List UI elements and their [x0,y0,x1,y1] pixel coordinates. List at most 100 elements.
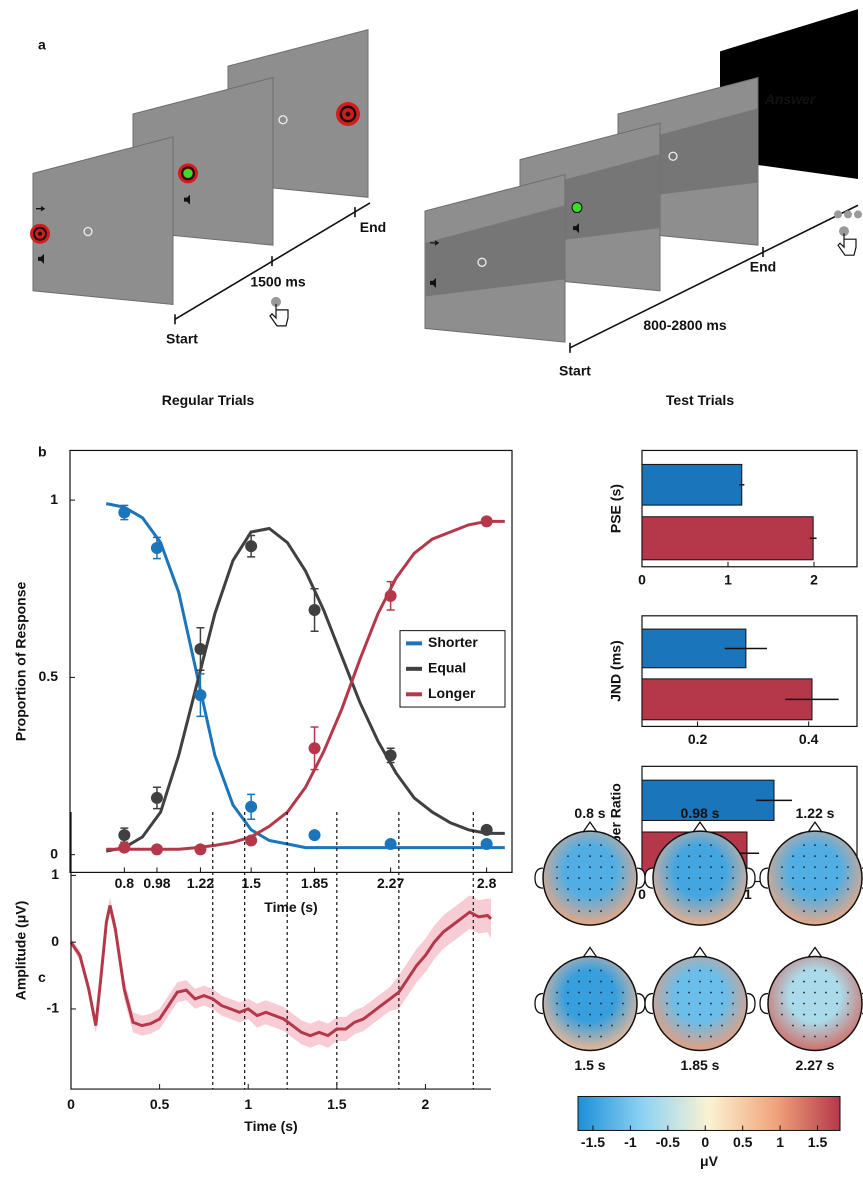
electrode [589,992,591,994]
electrode [721,899,723,901]
bar [642,464,742,505]
electrode [721,1014,723,1016]
electrode [825,844,827,846]
electrode [611,877,613,879]
electrode [825,1025,827,1027]
electrode [699,866,701,868]
electrode [677,899,679,901]
data-point [118,829,130,841]
electrode [825,877,827,879]
electrode [556,888,558,890]
electrode [567,877,569,879]
electrode [792,992,794,994]
electrode [732,992,734,994]
tick-label: 0 [50,845,58,861]
electrode [825,866,827,868]
electrode [836,866,838,868]
electrode [721,855,723,857]
electrode [589,866,591,868]
data-point [151,542,163,554]
y-axis-title: JND (ms) [608,640,624,701]
electrode [847,866,849,868]
electrode [721,1003,723,1005]
electrode [688,910,690,912]
electrode [792,855,794,857]
electrode [699,1003,701,1005]
electrode [699,970,701,972]
panel-label: c [38,969,46,985]
duration-label: 800-2800 ms [643,317,727,333]
electrode [688,844,690,846]
electrode [589,1003,591,1005]
hand-icon [270,304,288,326]
electrode [567,981,569,983]
electrode [847,1003,849,1005]
electrode [836,1014,838,1016]
electrode [589,844,591,846]
electrode [792,888,794,890]
electrode [814,981,816,983]
electrode [721,877,723,879]
electrode [677,1025,679,1027]
electrode [611,1014,613,1016]
electrode [814,877,816,879]
tick-label: 0 [638,571,646,587]
electrode [589,899,591,901]
electrode [814,888,816,890]
electrode [814,1025,816,1027]
electrode [688,992,690,994]
timeline-label: End [750,259,776,275]
tick-label: 1.5 [808,1134,828,1150]
electrode [666,866,668,868]
electrode [825,1014,827,1016]
electrode [710,899,712,901]
electrode [688,1025,690,1027]
electrode [556,1003,558,1005]
electrode [710,1014,712,1016]
topomap-title: 1.5 s [574,1057,605,1073]
electrode [600,888,602,890]
data-point [151,792,163,804]
electrode [699,910,701,912]
data-point [309,829,321,841]
electrode [611,866,613,868]
electrode [600,1003,602,1005]
electrode [567,1025,569,1027]
electrode [792,899,794,901]
electrode [589,877,591,879]
error-band [71,895,491,1047]
electrode [622,888,624,890]
electrode [677,877,679,879]
topomap-title: 0.8 s [574,805,605,821]
electrode [721,992,723,994]
electrode [622,866,624,868]
data-point [481,515,493,527]
head-ear [747,868,755,888]
electrode [825,888,827,890]
electrode [556,877,558,879]
data-point [309,742,321,754]
electrode [589,981,591,983]
electrode [578,844,580,846]
tick-label: -1 [624,1134,637,1150]
electrode [710,910,712,912]
tick-label: 0.5 [39,668,59,684]
data-point [194,689,206,701]
electrode [847,877,849,879]
electrode [699,981,701,983]
topomap-title: 0.98 s [681,805,720,821]
electrode [710,992,712,994]
head-ear [645,868,653,888]
panel-label: b [38,443,47,459]
electrode [600,877,602,879]
head-ear [535,994,543,1014]
screen [33,137,173,305]
electrode [699,877,701,879]
head-ear [760,868,768,888]
tick-label: 2.8 [477,875,497,891]
electrode [567,1014,569,1016]
electrode [781,992,783,994]
electrode [556,866,558,868]
tick-label: 0.8 [115,875,135,891]
data-point [481,838,493,850]
